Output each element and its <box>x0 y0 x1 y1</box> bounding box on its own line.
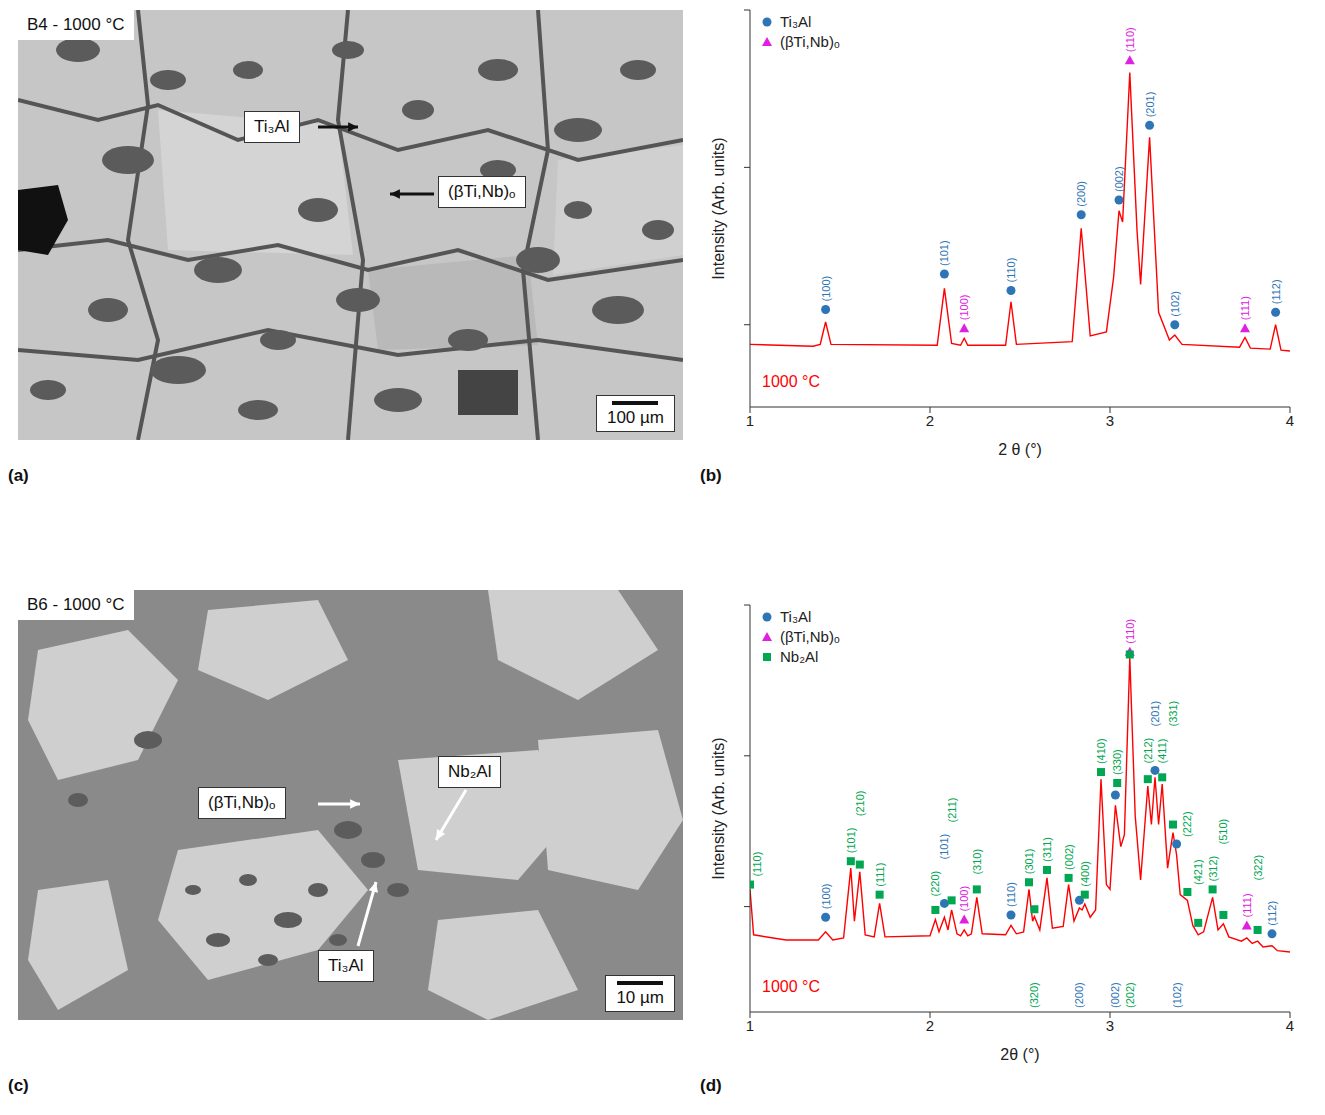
html-text:(βTi,Nb)ₒ: (βTi,Nb)ₒ <box>780 628 840 645</box>
svg-text:(111): (111) <box>1241 893 1253 917</box>
svg-text:(100): (100) <box>820 276 832 302</box>
svg-text:(310): (310) <box>971 849 983 875</box>
svg-text:(510): (510) <box>1217 819 1229 845</box>
html-text:(d): (d) <box>700 1076 722 1095</box>
html-text:Ti₃Al: Ti₃Al <box>328 956 364 975</box>
svg-text:(111): (111) <box>1239 296 1251 320</box>
svg-text:(320): (320) <box>1028 982 1040 1008</box>
html-text:10 µm: 10 µm <box>616 988 664 1007</box>
svg-text:(312): (312) <box>1207 856 1219 882</box>
html-text:Nb₂Al: Nb₂Al <box>448 762 492 781</box>
svg-text:(002): (002) <box>1109 982 1121 1008</box>
svg-text:(311): (311) <box>1041 837 1053 862</box>
svg-text:(421): (421) <box>1192 859 1204 885</box>
svg-text:4: 4 <box>1286 1017 1294 1034</box>
svg-text:(200): (200) <box>1073 982 1085 1008</box>
html-text:(βTi,Nb)ₒ: (βTi,Nb)ₒ <box>448 182 516 201</box>
html-text:1000 °C: 1000 °C <box>762 373 820 390</box>
svg-text:(100): (100) <box>820 884 832 910</box>
svg-text:(212): (212) <box>1142 738 1154 764</box>
html-text:Ti₃Al: Ti₃Al <box>254 117 290 136</box>
html-text:Ti₃Al: Ti₃Al <box>780 608 812 625</box>
svg-text:(112): (112) <box>1266 901 1278 926</box>
svg-text:(201): (201) <box>1144 92 1156 118</box>
html-text:1000 °C: 1000 °C <box>762 978 820 995</box>
svg-text:(102): (102) <box>1171 982 1183 1008</box>
svg-text:2: 2 <box>926 412 934 429</box>
svg-text:(400): (400) <box>1079 861 1091 887</box>
html-text:(βTi,Nb)ₒ: (βTi,Nb)ₒ <box>208 793 276 812</box>
svg-text:(110): (110) <box>1005 882 1017 907</box>
svg-text:(222): (222) <box>1181 811 1193 837</box>
html-text:(a): (a) <box>8 466 29 485</box>
html-text:B4 - 1000 °C: B4 - 1000 °C <box>27 15 125 34</box>
svg-text:2 θ (°): 2 θ (°) <box>998 441 1042 458</box>
svg-text:(101): (101) <box>938 240 950 266</box>
html-text:Ti₃Al: Ti₃Al <box>780 13 812 30</box>
svg-text:(322): (322) <box>1252 855 1264 881</box>
svg-text:3: 3 <box>1106 1017 1114 1034</box>
svg-text:(110): (110) <box>751 852 763 877</box>
html-text:(c): (c) <box>8 1076 29 1095</box>
svg-text:1: 1 <box>746 1017 754 1034</box>
svg-text:(220): (220) <box>929 871 941 897</box>
svg-text:2: 2 <box>926 1017 934 1034</box>
svg-text:(002): (002) <box>1063 844 1075 870</box>
svg-text:3: 3 <box>1106 412 1114 429</box>
svg-text:(301): (301) <box>1023 849 1035 875</box>
svg-text:(100): (100) <box>958 295 970 321</box>
svg-text:1: 1 <box>746 412 754 429</box>
html-text:B6 - 1000 °C: B6 - 1000 °C <box>27 595 125 614</box>
html-text:Nb₂Al: Nb₂Al <box>780 648 819 665</box>
svg-text:(110): (110) <box>1005 258 1017 283</box>
svg-text:(202): (202) <box>1124 982 1136 1008</box>
svg-text:(410): (410) <box>1095 738 1107 764</box>
svg-text:(110): (110) <box>1124 27 1136 52</box>
svg-text:(200): (200) <box>1075 181 1087 207</box>
svg-text:(411): (411) <box>1156 739 1168 764</box>
svg-text:(330): (330) <box>1111 749 1123 775</box>
svg-text:(331): (331) <box>1167 701 1179 727</box>
svg-text:Intensity (Arb. units): Intensity (Arb. units) <box>710 137 727 279</box>
svg-text:Intensity (Arb. units): Intensity (Arb. units) <box>710 737 727 879</box>
svg-text:(102): (102) <box>1169 291 1181 317</box>
html-text:(βTi,Nb)ₒ: (βTi,Nb)ₒ <box>780 33 840 50</box>
svg-text:(101): (101) <box>938 834 950 860</box>
svg-text:(111): (111) <box>874 863 886 887</box>
svg-text:2θ (°): 2θ (°) <box>1000 1046 1039 1063</box>
svg-text:(201): (201) <box>1149 701 1161 727</box>
svg-text:(211): (211) <box>946 798 958 823</box>
svg-text:(100): (100) <box>958 886 970 912</box>
html-text:(b): (b) <box>700 466 722 485</box>
svg-text:(210): (210) <box>854 791 866 817</box>
html-text:100 µm: 100 µm <box>607 408 664 427</box>
svg-text:(101): (101) <box>845 828 857 854</box>
svg-text:(112): (112) <box>1270 279 1282 304</box>
svg-text:(110): (110) <box>1124 619 1136 644</box>
svg-text:(002): (002) <box>1113 166 1125 192</box>
svg-text:4: 4 <box>1286 412 1294 429</box>
